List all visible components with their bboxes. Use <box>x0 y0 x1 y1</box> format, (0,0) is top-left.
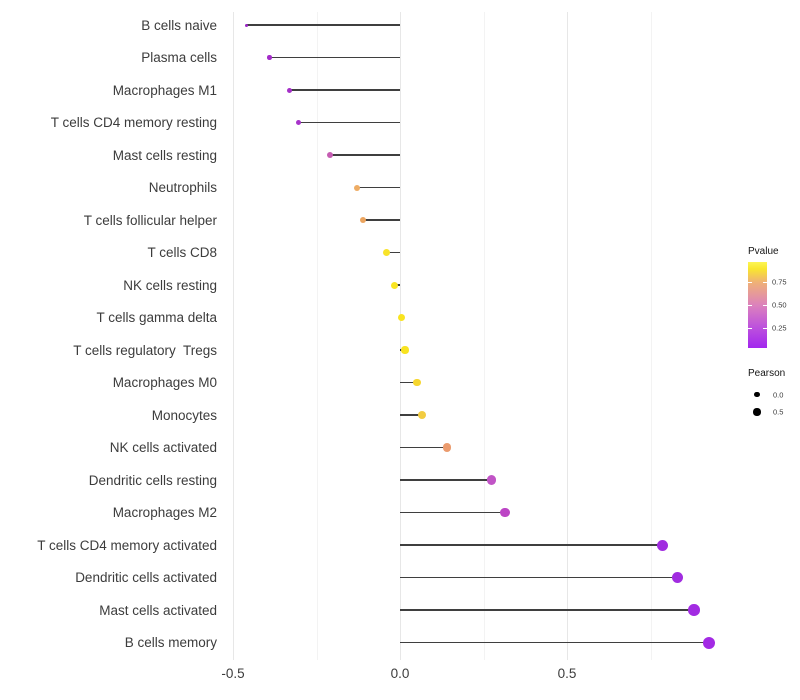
lollipop-dot <box>267 55 272 60</box>
lollipop-dot <box>671 571 683 584</box>
lollipop-dot <box>401 346 409 354</box>
y-axis-label: B cells naive <box>141 17 217 33</box>
y-axis-label: B cells memory <box>124 635 217 650</box>
lollipop-segment <box>400 641 709 644</box>
y-axis-label: Dendritic cells activated <box>75 570 217 585</box>
lollipop-segment <box>400 446 447 449</box>
y-axis-label: Macrophages M1 <box>112 82 217 98</box>
x-axis-tick-label: 0.5 <box>557 666 577 681</box>
pearson-legend-title: Pearson <box>748 368 786 379</box>
lollipop-dot <box>295 119 301 126</box>
x-axis-tick-label: -0.5 <box>221 666 245 681</box>
lollipop-dot <box>391 281 399 289</box>
y-axis-label: Dendritic cells resting <box>88 472 217 488</box>
colorbar-tick-label: 0.75 <box>772 277 787 287</box>
lollipop-segment <box>298 121 400 124</box>
lollipop-segment <box>246 24 400 26</box>
lollipop-dot <box>656 539 668 551</box>
lollipop-segment <box>400 479 492 481</box>
y-axis-label: Plasma cells <box>141 50 217 65</box>
size-legend-label: 0.5 <box>773 407 784 417</box>
y-axis-label: T cells CD4 memory activated <box>37 537 217 553</box>
y-axis-label: Monocytes <box>151 407 217 423</box>
lollipop-segment <box>363 219 400 221</box>
lollipop-dot <box>244 23 248 27</box>
size-legend-dot <box>754 391 760 398</box>
pvalue-legend-title: Pvalue <box>748 246 779 257</box>
lollipop-dot <box>398 313 406 322</box>
colorbar-tick <box>763 304 767 306</box>
lollipop-dot <box>442 443 451 452</box>
size-legend-label: 0.0 <box>773 389 784 399</box>
lollipop-segment <box>400 544 663 546</box>
lollipop-segment <box>400 414 422 416</box>
y-axis-label: T cells regulatory Tregs <box>73 342 217 358</box>
lollipop-dot <box>360 216 367 224</box>
y-axis-label: T cells CD4 memory resting <box>50 115 217 130</box>
gridline-minor <box>316 12 318 660</box>
gridline-minor <box>650 12 652 660</box>
y-axis-label: NK cells activated <box>109 440 217 455</box>
lollipop-dot <box>487 475 497 485</box>
y-axis-label: Neutrophils <box>148 180 217 195</box>
x-axis-tick-label: 0.0 <box>390 666 410 681</box>
lollipop-segment <box>289 89 400 91</box>
y-axis-label: NK cells resting <box>123 277 217 293</box>
lollipop-segment <box>356 186 400 189</box>
y-axis-label: Macrophages M2 <box>112 505 217 520</box>
y-axis-label: Macrophages M0 <box>112 375 217 390</box>
lollipop-segment <box>329 154 400 156</box>
lollipop-segment <box>400 511 506 514</box>
y-axis-label: T cells gamma delta <box>96 310 217 325</box>
gridline-major <box>233 12 234 660</box>
colorbar-tick <box>763 327 767 329</box>
colorbar-tick <box>748 327 752 329</box>
lollipop-dot <box>412 378 421 387</box>
lollipop-segment <box>269 56 400 59</box>
lollipop-dot <box>417 411 426 419</box>
y-axis-label: T cells follicular helper <box>83 212 217 228</box>
lollipop-dot <box>383 249 391 256</box>
colorbar-tick <box>748 282 752 283</box>
lollipop-dot <box>287 87 293 93</box>
colorbar-tick-label: 0.25 <box>772 322 787 332</box>
gridline-minor <box>483 12 485 660</box>
colorbar-tick <box>748 304 752 306</box>
gridline-major <box>400 12 401 660</box>
size-legend-dot <box>753 408 761 416</box>
y-axis-label: Mast cells resting <box>112 147 217 163</box>
lollipop-dot <box>326 152 333 158</box>
pvalue-colorbar <box>748 262 767 348</box>
lollipop-dot <box>688 604 700 616</box>
lollipop-dot <box>353 184 360 191</box>
lollipop-dot <box>500 507 510 518</box>
lollipop-segment <box>400 381 417 384</box>
colorbar-tick-label: 0.50 <box>772 299 787 309</box>
lollipop-segment <box>386 251 400 254</box>
colorbar-tick <box>763 282 767 283</box>
y-axis-label: T cells CD8 <box>147 245 217 260</box>
lollipop-segment <box>400 609 694 611</box>
y-axis-label: Mast cells activated <box>99 602 217 618</box>
lollipop-dot <box>702 636 715 649</box>
lollipop-segment <box>400 576 678 579</box>
gridline-major <box>567 12 568 660</box>
